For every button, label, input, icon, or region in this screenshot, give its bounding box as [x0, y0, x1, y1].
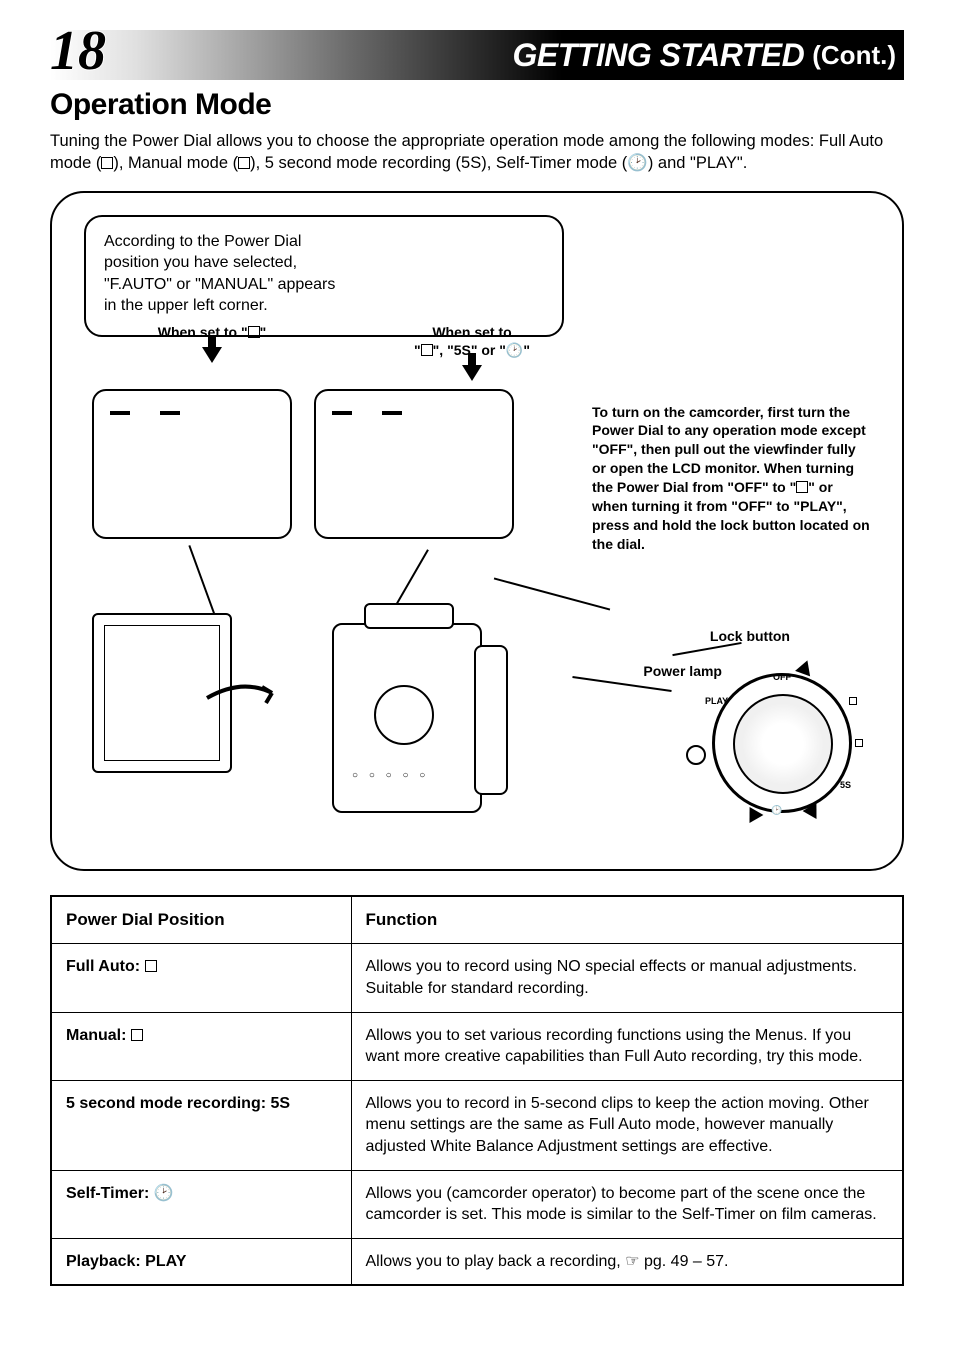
intro-d: ) and "PLAY".: [648, 154, 747, 172]
square-icon: [145, 960, 157, 972]
pos-text: Self-Timer:: [66, 1185, 154, 1202]
upper-callout: According to the Power Dial position you…: [84, 215, 564, 337]
dial-auto-icon: [849, 696, 857, 706]
set-label-right: When set to "", "5S" or "🕑": [372, 323, 572, 381]
dial-play-label: PLAY: [705, 696, 728, 706]
set-left-b: ": [260, 324, 267, 340]
func-manual: Allows you to set various recording func…: [351, 1012, 903, 1080]
lock-button-label: Lock button: [710, 628, 790, 644]
diagram-container: According to the Power Dial position you…: [50, 191, 904, 871]
pos-text: Manual:: [66, 1027, 131, 1044]
func-play: Allows you to play back a recording, ☞ p…: [351, 1238, 903, 1285]
power-lamp-label: Power lamp: [643, 663, 722, 679]
square-icon: [238, 157, 250, 169]
table-row: Playback: PLAY Allows you to play back a…: [51, 1238, 903, 1285]
pos-play: Playback: PLAY: [51, 1238, 351, 1285]
intro-c: ), 5 second mode recording (5S), Self-Ti…: [250, 154, 627, 172]
screen-status-bars: [332, 411, 496, 415]
arrow-down-icon: [462, 365, 482, 381]
camera-body: ○ ○ ○ ○ ○: [332, 623, 482, 813]
self-timer-icon: 🕑: [506, 342, 523, 358]
set-right-a: When set to: [432, 324, 511, 340]
dial-manual-icon: [855, 738, 863, 748]
set-to-labels: When set to "" When set to "", "5S" or "…: [112, 323, 572, 381]
open-arrow-icon: [202, 683, 282, 713]
section-title: Operation Mode: [50, 88, 904, 122]
table-row: 5 second mode recording: 5S Allows you t…: [51, 1080, 903, 1170]
header-cont: (Cont.): [812, 40, 896, 71]
dial-arrow-icon: [743, 806, 764, 826]
arrow-down-icon: [202, 347, 222, 363]
leader-line: [672, 641, 741, 655]
pos-self-timer: Self-Timer: 🕑: [51, 1170, 351, 1238]
col-position: Power Dial Position: [51, 896, 351, 944]
pos-manual: Manual:: [51, 1012, 351, 1080]
square-icon: [101, 157, 113, 169]
lcd-screens: [92, 389, 514, 539]
dial-inner: [733, 694, 833, 794]
dial-arrow-icon: [795, 657, 815, 676]
screen-fauto: [92, 389, 292, 539]
set-right-d: ": [523, 342, 530, 358]
camera-grip: [474, 645, 508, 795]
screen-manual: [314, 389, 514, 539]
table-row: Full Auto: Allows you to record using NO…: [51, 944, 903, 1012]
dial-outer: OFF 5S 🕑 PLAY: [712, 673, 852, 813]
set-label-left: When set to " ": [112, 323, 312, 381]
pos-full-auto: Full Auto:: [51, 944, 351, 1012]
page-header: 18 GETTING STARTED (Cont.): [50, 30, 904, 80]
pos-text: Full Auto:: [66, 958, 145, 975]
dial-timer-icon: 🕑: [771, 805, 782, 816]
self-timer-icon: 🕑: [154, 1185, 174, 1202]
dial-off-label: OFF: [773, 672, 791, 682]
dial-arrow-icon: [803, 802, 824, 822]
func-self-timer: Allows you (camcorder operator) to becom…: [351, 1170, 903, 1238]
square-icon: [131, 1029, 143, 1041]
square-icon: [421, 344, 433, 356]
table-row: Self-Timer: 🕑 Allows you (camcorder oper…: [51, 1170, 903, 1238]
header-title: GETTING STARTED: [512, 37, 804, 74]
page-number: 18: [50, 23, 106, 79]
set-left-a: When set to ": [158, 324, 248, 340]
dial-5s-label: 5S: [840, 780, 851, 790]
pos-5s: 5 second mode recording: 5S: [51, 1080, 351, 1170]
col-function: Function: [351, 896, 903, 944]
power-dial-illustration: OFF 5S 🕑 PLAY: [712, 673, 852, 813]
self-timer-icon: 🕑: [627, 154, 648, 172]
screen-status-bars: [110, 411, 274, 415]
power-on-note: To turn on the camcorder, first turn the…: [592, 403, 872, 554]
intro-b: ), Manual mode (: [113, 154, 238, 172]
modes-table: Power Dial Position Function Full Auto: …: [50, 895, 904, 1287]
table-row: Manual: Allows you to set various record…: [51, 1012, 903, 1080]
camera-lens-icon: [374, 685, 434, 745]
func-5s: Allows you to record in 5-second clips t…: [351, 1080, 903, 1170]
set-right-b: ": [414, 342, 421, 358]
square-icon: [796, 481, 808, 493]
intro-text: Tuning the Power Dial allows you to choo…: [50, 130, 904, 175]
camera-top: [364, 603, 454, 629]
camcorder-illustration: ○ ○ ○ ○ ○: [212, 583, 522, 853]
dial-lock-knob: [686, 745, 706, 765]
table-header-row: Power Dial Position Function: [51, 896, 903, 944]
camera-controls: ○ ○ ○ ○ ○: [352, 770, 429, 781]
square-icon: [248, 326, 260, 338]
func-full-auto: Allows you to record using NO special ef…: [351, 944, 903, 1012]
